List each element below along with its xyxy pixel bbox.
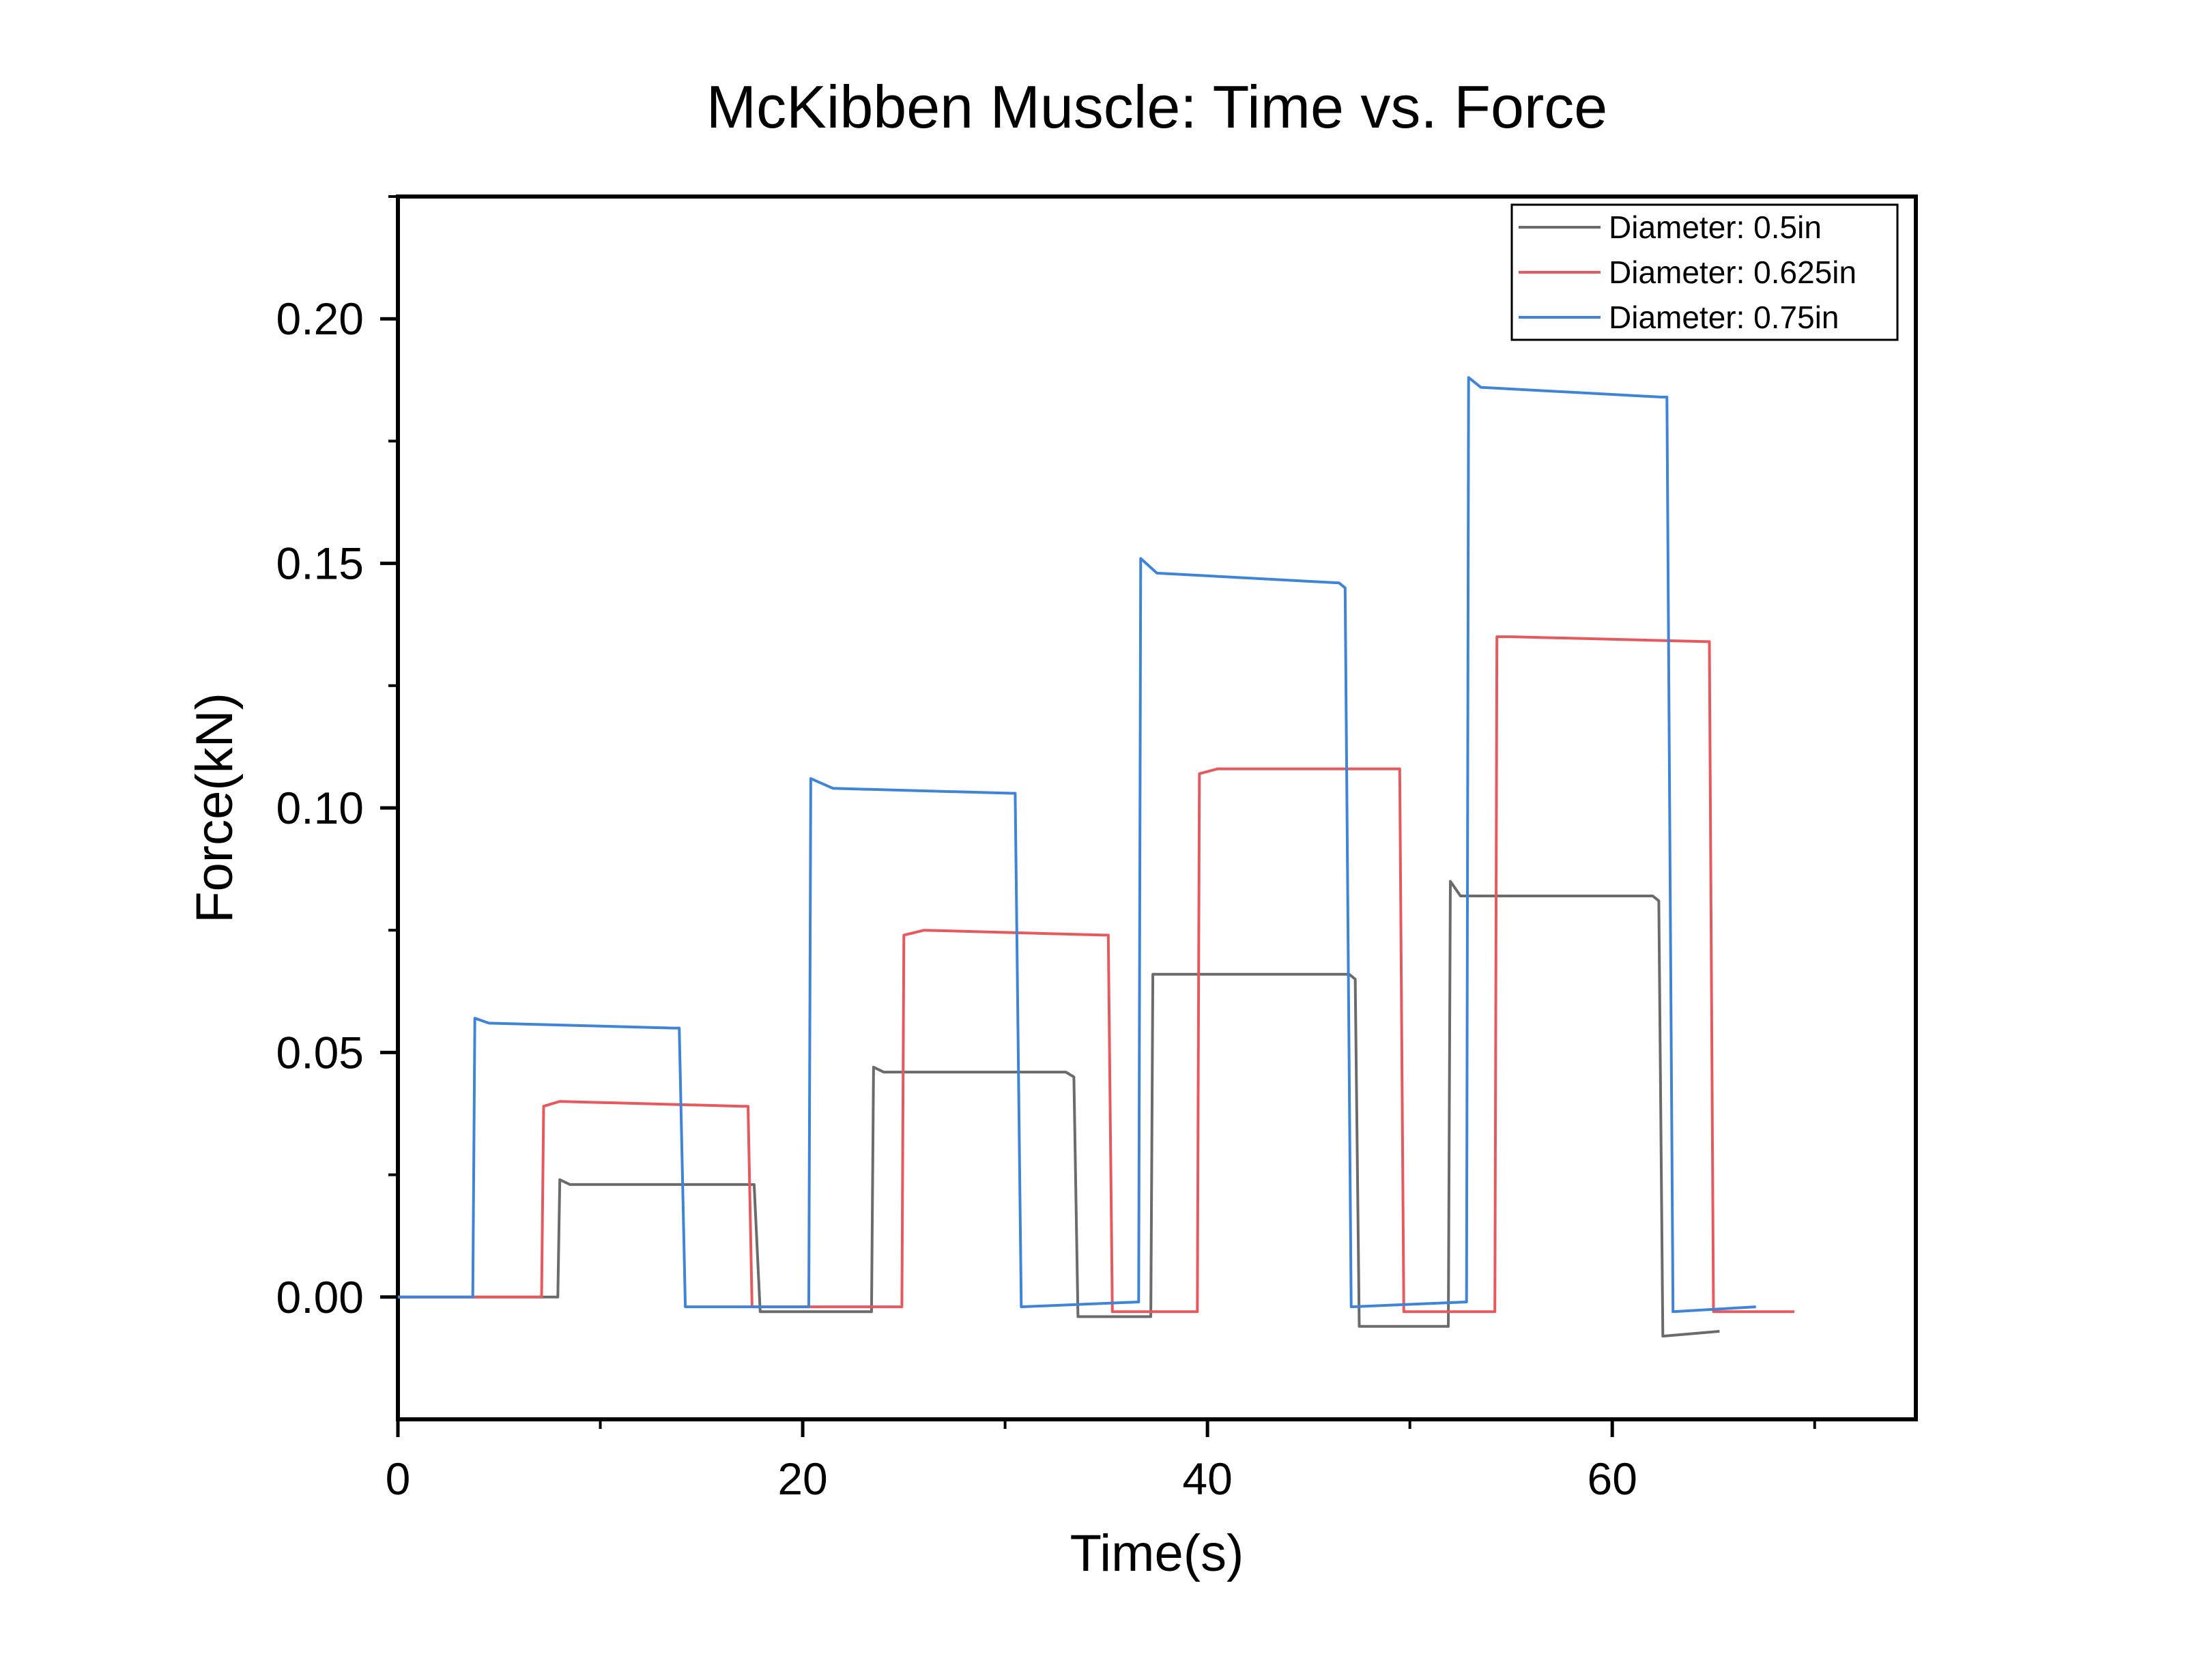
y-axis-label: Force(kN) bbox=[186, 693, 244, 923]
y-tick-label: 0.20 bbox=[276, 293, 364, 344]
y-tick-label: 0.00 bbox=[276, 1272, 364, 1322]
x-tick-label: 40 bbox=[1182, 1453, 1232, 1504]
x-tick-label: 20 bbox=[777, 1453, 827, 1504]
y-axis: 0.00 0.05 0.10 0.15 0.20 bbox=[276, 195, 398, 1322]
legend: Diameter: 0.5in Diameter: 0.625in Diameter… bbox=[1510, 203, 1899, 341]
legend-label-1: Diameter: 0.5in bbox=[1609, 209, 1822, 245]
series-layer bbox=[398, 376, 1795, 1338]
y-tick-label: 0.05 bbox=[276, 1027, 364, 1077]
series-line-3 bbox=[398, 376, 1756, 1314]
x-tick-label: 60 bbox=[1587, 1453, 1637, 1504]
legend-label-3: Diameter: 0.75in bbox=[1609, 300, 1839, 335]
chart-title: McKibben Muscle: Time vs. Force bbox=[706, 73, 1607, 141]
plot-area-frame bbox=[396, 194, 1918, 1421]
series-line-1 bbox=[398, 880, 1720, 1338]
legend-label-2: Diameter: 0.625in bbox=[1609, 255, 1856, 290]
x-axis: 0 20 40 60 bbox=[386, 1419, 1816, 1504]
y-tick-label: 0.10 bbox=[276, 783, 364, 833]
x-tick-label: 0 bbox=[386, 1453, 411, 1504]
x-axis-label: Time(s) bbox=[1070, 1524, 1244, 1582]
y-tick-label: 0.15 bbox=[276, 538, 364, 589]
series-line-2 bbox=[398, 635, 1795, 1314]
